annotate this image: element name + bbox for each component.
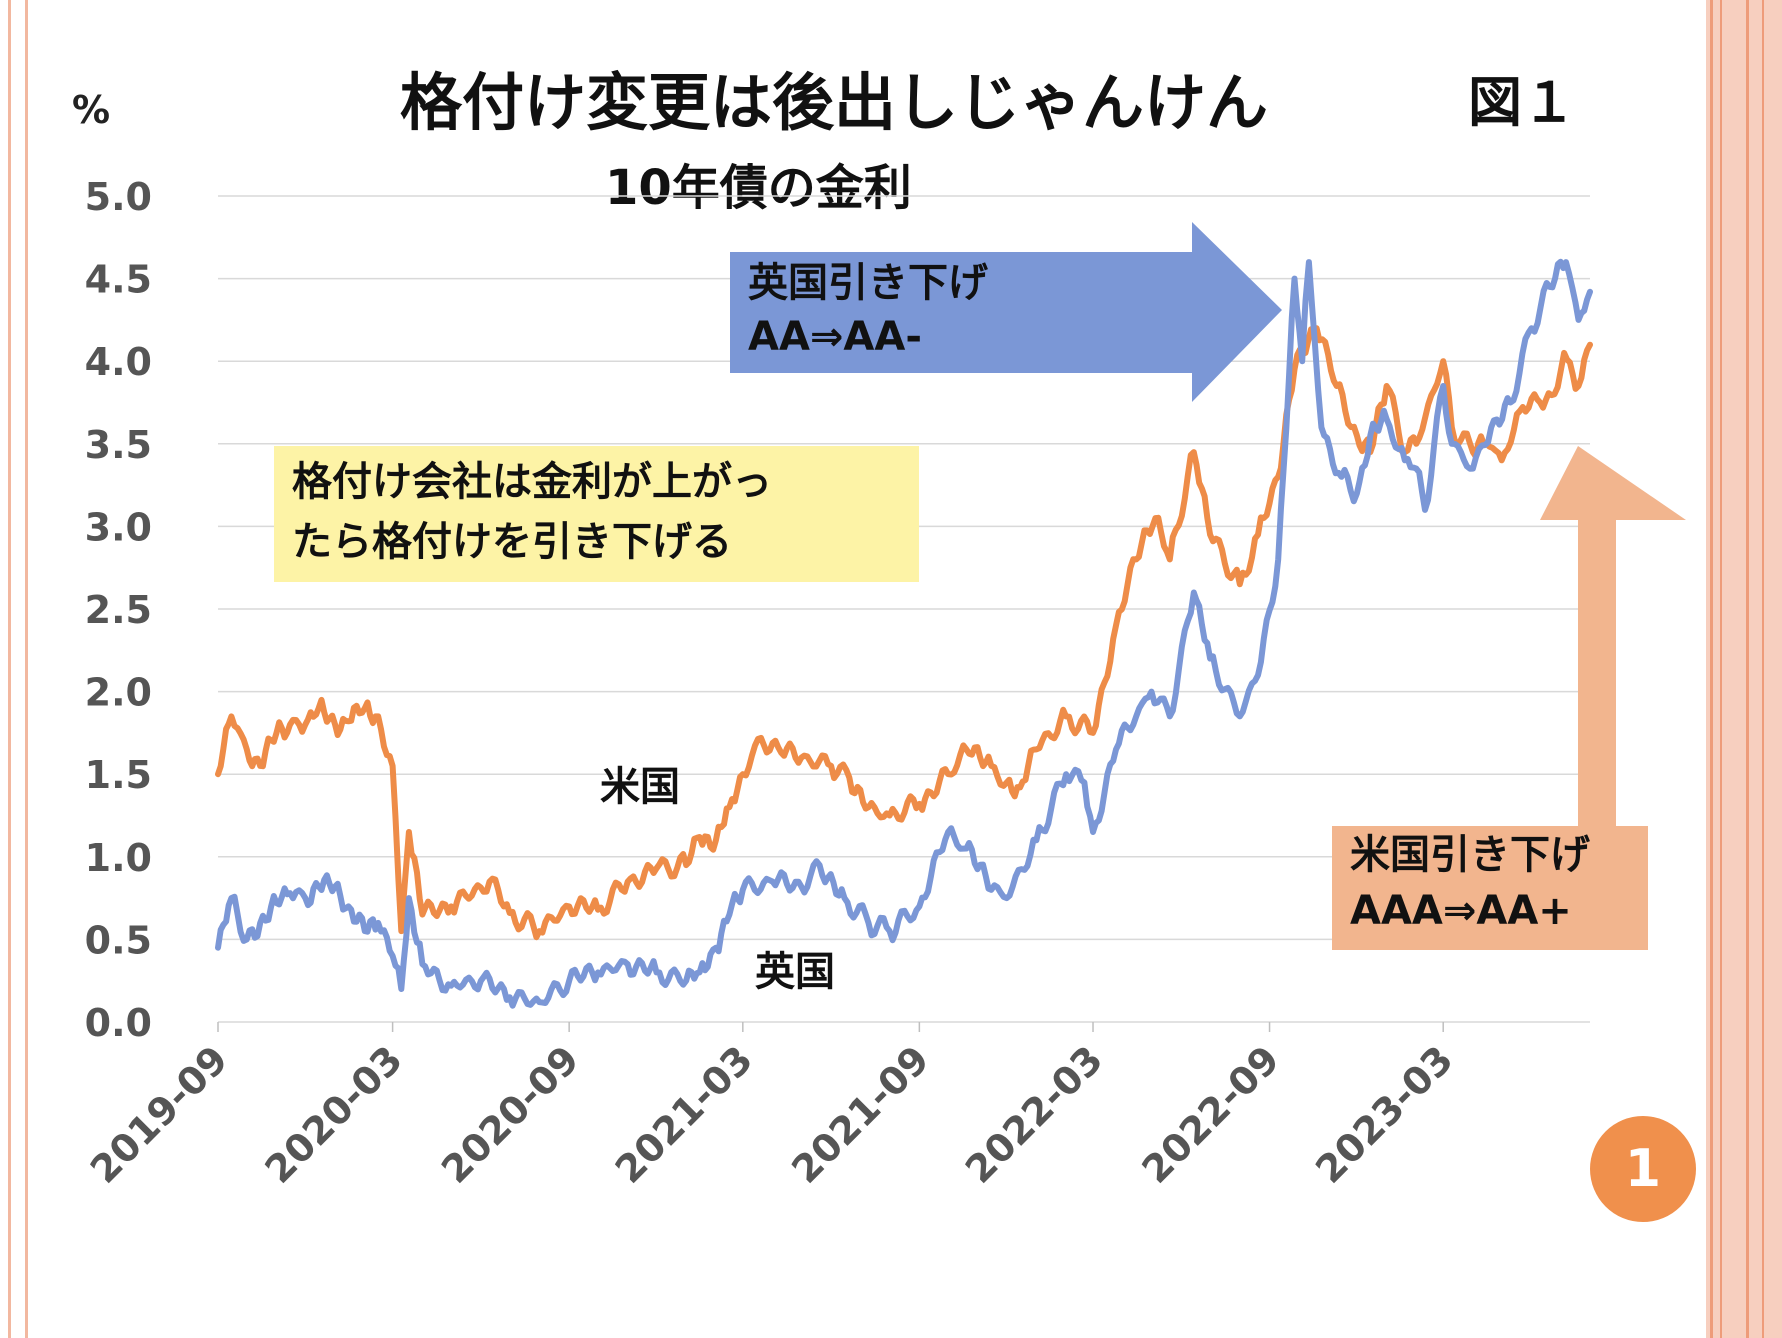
y-tick-label: 0.0	[85, 1001, 152, 1045]
chart-subtitle: 10年債の金利	[605, 160, 912, 216]
x-tick-label: 2023-03	[1307, 1037, 1461, 1191]
y-axis-ticks: 0.0 0.5 1.0 1.5 2.0 2.5 3.0 3.5 4.0 4.5 5.0	[85, 175, 152, 1045]
y-tick-label: 4.5	[85, 258, 152, 302]
y-tick-label: 4.0	[85, 340, 152, 384]
left-border-decoration	[8, 0, 28, 1338]
uk-downgrade-line1: 英国引き下げ	[748, 260, 988, 306]
us-downgrade-line1: 米国引き下げ	[1350, 832, 1590, 878]
figure-label: 図１	[1468, 71, 1576, 134]
series-line-uk	[215, 258, 1593, 1009]
y-tick-label: 5.0	[85, 175, 152, 219]
series-label-us: 米国	[600, 764, 680, 810]
uk-downgrade-arrow: 英国引き下げ AA⇒AA-	[730, 222, 1282, 402]
series-line-us	[215, 325, 1593, 941]
x-tick-label: 2021-09	[783, 1037, 937, 1191]
page-number-badge: 1	[1590, 1116, 1696, 1222]
x-tick-label: 2022-03	[957, 1037, 1111, 1191]
series-label-uk: 英国	[755, 949, 835, 995]
y-tick-label: 3.0	[85, 505, 152, 549]
x-tick-label: 2019-09	[82, 1037, 236, 1191]
us-downgrade-line2: AAA⇒AA+	[1350, 888, 1572, 934]
note-line1: 格付け会社は金利が上がっ	[292, 459, 772, 505]
series-lines	[215, 258, 1593, 1009]
y-tick-label: 2.5	[85, 588, 152, 632]
note-line2: たら格付けを引き下げる	[292, 519, 732, 565]
y-tick-label: 1.5	[85, 753, 152, 797]
x-tick-label: 2021-03	[607, 1037, 761, 1191]
x-tick-label: 2022-09	[1133, 1037, 1287, 1191]
y-axis-unit: %	[72, 88, 111, 132]
chart-title: 格付け変更は後出しじゃんけん	[400, 66, 1269, 139]
x-tick-label: 2020-03	[257, 1037, 411, 1191]
y-tick-label: 2.0	[85, 671, 152, 715]
y-tick-label: 0.5	[85, 918, 152, 962]
y-tick-label: 1.0	[85, 836, 152, 880]
x-tick-label: 2020-09	[433, 1037, 587, 1191]
us-downgrade-arrow: 米国引き下げ AAA⇒AA+	[1332, 446, 1686, 950]
right-border-decoration	[1706, 0, 1782, 1338]
y-tick-label: 3.5	[85, 423, 152, 467]
uk-downgrade-line2: AA⇒AA-	[748, 314, 922, 360]
note-box: 格付け会社は金利が上がっ たら格付けを引き下げる	[274, 446, 919, 582]
x-axis-ticks: 2019-09 2020-03 2020-09 2021-03 2021-09 2022-…	[82, 1022, 1462, 1192]
